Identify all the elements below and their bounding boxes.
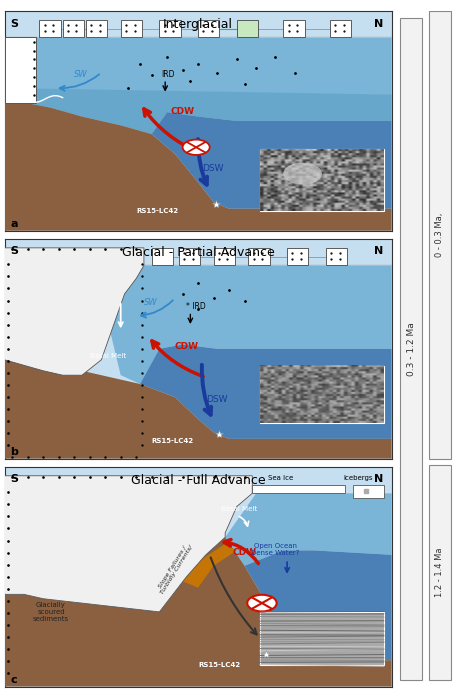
Bar <box>353 484 384 498</box>
Text: SW: SW <box>74 70 88 79</box>
Bar <box>287 248 308 266</box>
Bar <box>429 11 451 459</box>
Bar <box>179 248 200 266</box>
Bar <box>260 367 384 424</box>
Text: 0.3 - 1.2 Ma: 0.3 - 1.2 Ma <box>407 322 415 376</box>
Text: Glacial - Partial Advance: Glacial - Partial Advance <box>122 245 274 259</box>
Polygon shape <box>152 112 392 209</box>
Text: Glacial - Full Advance: Glacial - Full Advance <box>131 473 265 487</box>
Text: Open Ocean
Dense Water?: Open Ocean Dense Water? <box>251 543 300 556</box>
Text: c: c <box>11 675 17 685</box>
Text: N: N <box>374 19 383 29</box>
Bar <box>260 149 384 211</box>
Polygon shape <box>5 248 144 459</box>
Text: Slope Failures /
Turbidly Currents/: Slope Failures / Turbidly Currents/ <box>155 542 194 595</box>
Text: DSW: DSW <box>206 395 227 404</box>
Bar <box>198 20 219 38</box>
Circle shape <box>183 139 210 155</box>
Text: Glacially
scoured
sediments: Glacially scoured sediments <box>33 602 69 622</box>
Text: RS15-LC42: RS15-LC42 <box>152 438 194 444</box>
Bar <box>330 20 351 38</box>
Polygon shape <box>140 344 392 439</box>
Text: S: S <box>11 19 18 29</box>
Polygon shape <box>183 544 237 588</box>
Text: a: a <box>11 220 18 229</box>
Polygon shape <box>5 360 392 459</box>
Text: CDW: CDW <box>233 548 257 557</box>
Bar <box>39 20 61 38</box>
Text: N: N <box>374 475 383 484</box>
Text: 1.2 - 1.4 Ma: 1.2 - 1.4 Ma <box>436 548 444 597</box>
Text: IRD: IRD <box>161 70 175 79</box>
Bar <box>248 248 270 266</box>
Text: Basal Melt: Basal Melt <box>90 353 126 359</box>
Text: N: N <box>374 247 383 256</box>
Bar <box>326 248 347 266</box>
Polygon shape <box>5 38 392 134</box>
Text: CDW: CDW <box>175 342 199 351</box>
Text: RS15-LC42: RS15-LC42 <box>136 208 178 214</box>
Polygon shape <box>5 537 392 687</box>
Polygon shape <box>245 551 392 660</box>
Bar <box>5 38 36 103</box>
Text: * IRD: * IRD <box>186 302 206 312</box>
Text: S: S <box>11 247 18 256</box>
Polygon shape <box>225 493 392 566</box>
Text: SW: SW <box>144 298 158 307</box>
Bar <box>237 20 258 38</box>
Text: 0 - 0.3 Ma,: 0 - 0.3 Ma, <box>436 213 444 257</box>
Polygon shape <box>5 103 392 231</box>
Text: RS15-LC42: RS15-LC42 <box>198 661 240 668</box>
Bar <box>252 484 345 493</box>
Text: Interglacial: Interglacial <box>163 17 233 31</box>
Bar <box>120 20 142 38</box>
Polygon shape <box>5 476 252 687</box>
Text: Sea Ice: Sea Ice <box>268 475 293 481</box>
Text: CDW: CDW <box>171 107 195 116</box>
Bar <box>159 20 180 38</box>
Bar <box>152 248 173 266</box>
Bar <box>86 20 107 38</box>
Text: b: b <box>11 447 18 457</box>
Bar <box>63 20 84 38</box>
Bar <box>213 248 235 266</box>
Text: DSW: DSW <box>202 164 224 174</box>
Text: Icebergs: Icebergs <box>344 475 373 481</box>
Polygon shape <box>5 88 392 134</box>
Text: S: S <box>11 475 18 484</box>
Bar <box>283 20 305 38</box>
Polygon shape <box>109 266 392 384</box>
Bar <box>429 466 451 680</box>
Circle shape <box>247 595 277 611</box>
Circle shape <box>283 162 322 185</box>
Bar <box>260 612 384 665</box>
Text: Basal Melt: Basal Melt <box>221 506 257 512</box>
